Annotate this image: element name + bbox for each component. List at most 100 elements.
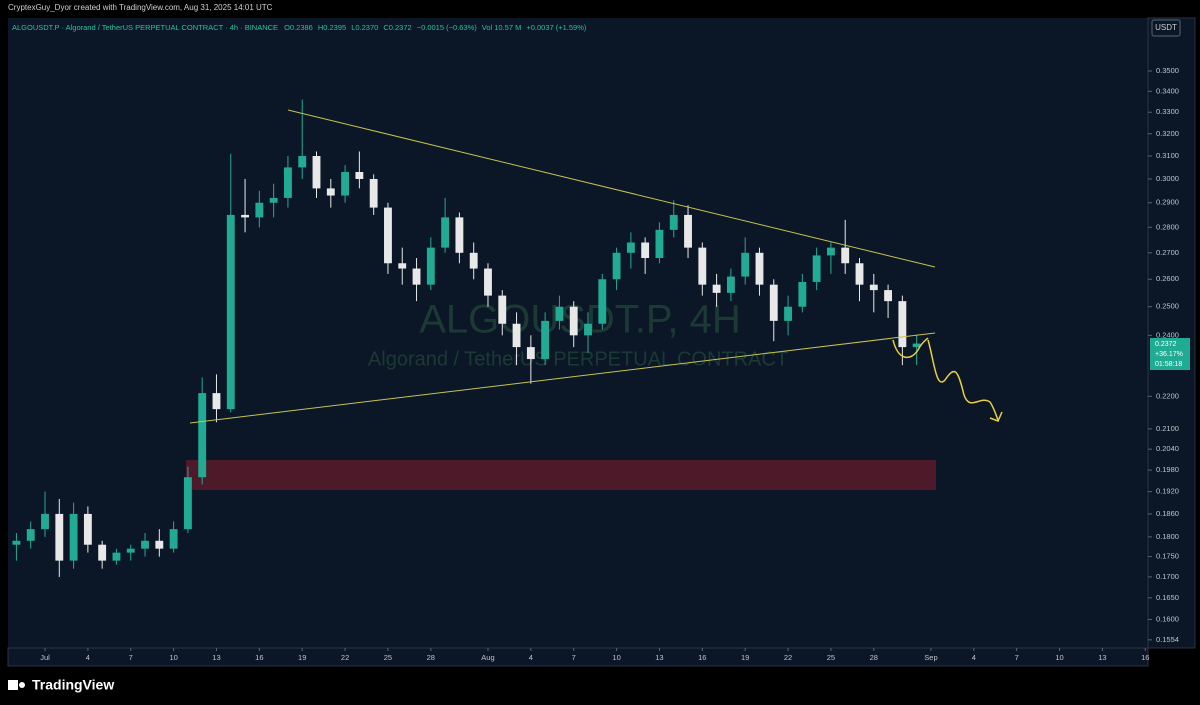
candle-body (855, 263, 864, 285)
candle-body (341, 172, 350, 196)
candle-body (869, 284, 878, 291)
x-tick-label: 25 (827, 653, 835, 662)
currency-box (1151, 19, 1181, 37)
footer-brand: TradingView (32, 677, 114, 693)
y-tick-label: 0.2600 (1156, 274, 1179, 283)
x-tick-label: Aug (481, 653, 494, 662)
candle-body (141, 540, 149, 549)
drawn-curve (892, 337, 929, 359)
candle-body (741, 252, 750, 277)
candle-body (26, 529, 35, 541)
x-tick-label: 7 (129, 653, 133, 662)
y-tick-label: 0.2200 (1156, 391, 1179, 400)
x-tick-label: 16 (255, 653, 263, 662)
candle-body (498, 295, 507, 324)
candle-body (484, 268, 492, 296)
x-tick-label: 10 (169, 653, 177, 662)
y-tick-label: 0.3200 (1156, 129, 1179, 138)
x-tick-label: 4 (529, 653, 533, 662)
lower-trendline (189, 332, 936, 424)
candle-body (555, 306, 564, 321)
x-tick-label: 22 (784, 653, 792, 662)
candle-body (312, 156, 321, 189)
currency: USDT (1155, 23, 1177, 32)
y-tick-label: 0.1554 (1156, 635, 1179, 644)
candle-body (298, 156, 307, 168)
candle-body (198, 393, 207, 478)
candle-body (369, 178, 378, 208)
y-tick-label: 0.1600 (1156, 614, 1179, 623)
candle-body (355, 172, 364, 179)
candle-body (584, 323, 592, 336)
upper-trendline (287, 109, 936, 268)
header-stat: +0.0037 (+1.59%) (526, 23, 587, 32)
y-tick-label: 0.2800 (1156, 222, 1179, 231)
candle-body (41, 513, 49, 530)
y-tick-label: 0.2900 (1156, 198, 1179, 207)
candle-body (698, 247, 707, 285)
x-tick-label: 19 (741, 653, 749, 662)
candle-body (784, 306, 792, 321)
candle-body (69, 513, 78, 561)
candle-body (112, 552, 121, 561)
x-tick-label: 16 (698, 653, 706, 662)
candle-body (98, 544, 107, 561)
candle-body (884, 290, 893, 302)
candle-body (826, 247, 835, 256)
candle-body (512, 323, 521, 348)
watermark-name: Algorand / TetherUS PERPETUAL CONTRACT (368, 348, 788, 370)
header-stat: L0.2370 (351, 23, 378, 32)
x-tick-label: 19 (298, 653, 306, 662)
brand-logo (8, 680, 25, 690)
x-tick-label: 13 (212, 653, 220, 662)
candle-body (726, 276, 735, 293)
header-stat: −0.0015 (−0.63%) (417, 23, 478, 32)
x-tick-label: 7 (572, 653, 576, 662)
price-change: +36.17% (1155, 351, 1183, 358)
y-tick-label: 0.3100 (1156, 151, 1179, 160)
candle-body (755, 252, 764, 285)
candle-body (641, 242, 650, 259)
candle-body (398, 263, 407, 269)
candle-body (183, 477, 192, 530)
candle-body (169, 529, 178, 549)
candle-body (412, 268, 421, 285)
candle-body (912, 343, 921, 348)
y-tick-label: 0.3300 (1156, 107, 1179, 116)
x-tick-label: 28 (870, 653, 878, 662)
candle-body (541, 320, 550, 360)
x-tick-label: 25 (384, 653, 392, 662)
candle-body (769, 284, 778, 321)
watermark-symbol: ALGOUSDT.P, 4H (419, 298, 741, 342)
y-tick-label: 0.1980 (1156, 465, 1179, 474)
arrow-head (989, 411, 1003, 422)
candle-body (126, 548, 135, 553)
candle-body (283, 167, 292, 198)
y-tick-label: 0.1700 (1156, 572, 1179, 581)
candle-body (55, 513, 64, 561)
y-tick-label: 0.3500 (1156, 66, 1179, 75)
candle-body (384, 207, 392, 264)
y-tick-label: 0.2500 (1156, 302, 1179, 311)
candle-body (798, 281, 807, 307)
candle-body (326, 188, 335, 196)
candle-body (598, 279, 607, 324)
x-tick-label: 28 (427, 653, 435, 662)
y-tick-label: 0.3400 (1156, 86, 1179, 95)
candle-body (655, 229, 664, 259)
projection-arrow (927, 339, 999, 421)
candle-body (426, 247, 435, 285)
candle-body (669, 214, 678, 230)
candle-body (155, 540, 164, 549)
countdown: 01:58:18 (1155, 361, 1182, 368)
y-tick-label: 0.2700 (1156, 248, 1179, 257)
candle-body (898, 301, 907, 348)
candle-body (684, 214, 692, 248)
x-tick-label: 10 (1055, 653, 1063, 662)
candle-body (255, 202, 264, 218)
y-tick-label: 0.1860 (1156, 509, 1179, 518)
x-tick-label: 4 (86, 653, 90, 662)
candle-body (712, 284, 721, 293)
